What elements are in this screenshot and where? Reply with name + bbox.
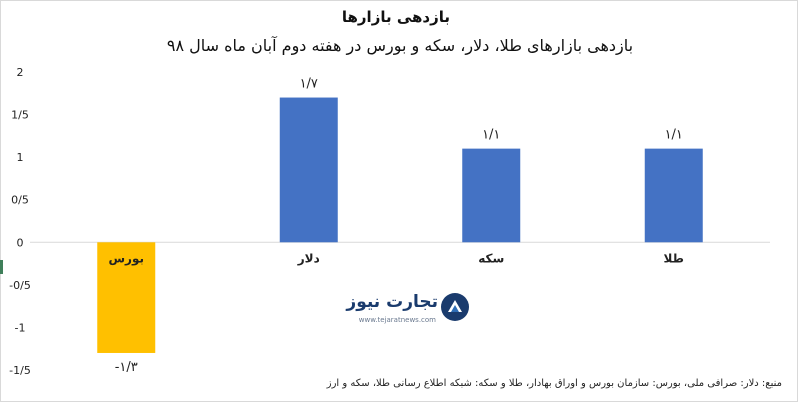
y-tick-label: 2 [17,66,24,79]
y-tick-label: 0/5 [11,194,29,207]
category-label: دلار [297,251,320,265]
data-label: ۱/۱ [665,128,683,143]
y-tick-label: -0/5 [9,279,31,292]
logo-text: تجارت نیوز [346,292,438,312]
edge-marker [0,260,3,274]
y-tick-label: -1 [15,321,26,334]
data-label: ۱/۷ [300,77,318,92]
y-tick-label: 1 [17,151,24,164]
chart-subtitle: بازدهی بازارهای طلا، دلار، سکه و بورس در… [166,36,634,55]
y-tick-label: 0 [17,236,24,249]
bar [644,148,703,243]
category-label: بورس [109,251,145,266]
y-tick-label: -1/5 [9,364,31,377]
category-label: سکه [478,251,504,265]
category-label: طلا [664,251,684,265]
data-label: ۱/۱ [482,128,500,143]
y-tick-label: 1/5 [11,109,29,122]
bar [97,242,156,353]
logo-url: www.tejaratnews.com [358,316,436,324]
chart-title: بازدهی بازارها [341,8,450,26]
logo-mark-icon [441,293,469,321]
bar [462,148,521,243]
source-note: منبع: دلار: صرافی ملی، بورس: سازمان بورس… [326,378,782,389]
bar [279,97,338,243]
data-label: -۱/۳ [115,360,138,375]
tejarat-news-logo: تجارت نیوز www.tejaratnews.com [330,290,470,330]
